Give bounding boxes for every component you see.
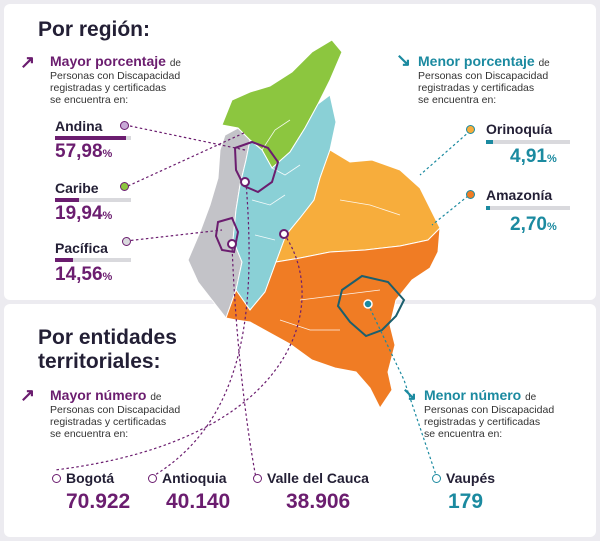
desc-line: Personas con Discapacidad bbox=[418, 70, 549, 82]
region-menor-desc: Personas con Discapacidad registradas y … bbox=[418, 70, 548, 106]
leader-caribe bbox=[127, 131, 247, 187]
andina-unit: % bbox=[102, 148, 113, 160]
leader-valle bbox=[231, 243, 257, 479]
region-title: Por región: bbox=[38, 18, 151, 41]
desc-line: Personas con Discapacidad bbox=[50, 404, 181, 416]
desc-line: registradas y certificadas bbox=[50, 82, 167, 94]
orinoquia-bar bbox=[486, 140, 570, 144]
valle-value: 38.906 bbox=[286, 490, 351, 513]
entities-title: Por entidades territoriales: bbox=[38, 326, 177, 374]
desc-line: se encuentra en: bbox=[50, 428, 129, 440]
amazonia-label: Amazonía bbox=[486, 187, 553, 203]
pacifica-marker bbox=[122, 237, 131, 246]
orinoquia-value: 4,91% bbox=[510, 147, 557, 169]
orinoquia-number: 4,91 bbox=[510, 146, 547, 167]
leader-orinoquia bbox=[419, 130, 471, 176]
bogota-marker bbox=[52, 474, 61, 483]
orinoquia-unit: % bbox=[546, 153, 557, 165]
valle-label: Valle del Cauca bbox=[267, 470, 369, 486]
valle-marker bbox=[253, 474, 262, 483]
orinoquia-marker bbox=[466, 125, 475, 134]
caribe-value: 19,94% bbox=[55, 204, 112, 226]
andina-label: Andina bbox=[55, 118, 103, 134]
region-menor-heading: Menor porcentaje de bbox=[418, 54, 550, 71]
trend-down-icon: ↘ bbox=[402, 384, 418, 404]
vaupes-value: 179 bbox=[448, 490, 484, 513]
andina-value: 57,98% bbox=[55, 142, 112, 164]
region-mayor-heading: Mayor porcentaje de bbox=[50, 54, 181, 71]
map-markers bbox=[227, 177, 373, 309]
region-mayor-lead-rest: de bbox=[169, 58, 181, 69]
vaupes-outline bbox=[336, 274, 406, 338]
pacifica-number: 14,56 bbox=[55, 264, 103, 285]
pacifica-bar bbox=[55, 258, 131, 262]
desc-line: registradas y certificadas bbox=[424, 416, 541, 428]
caribe-unit: % bbox=[102, 210, 113, 222]
antioquia-label: Antioquia bbox=[162, 470, 227, 486]
caribe-marker bbox=[120, 182, 129, 191]
desc-line: Personas con Discapacidad bbox=[50, 70, 181, 82]
leader-amazonia bbox=[431, 195, 469, 226]
andina-number: 57,98 bbox=[55, 141, 103, 162]
trend-down-icon: ↘ bbox=[396, 50, 412, 70]
entities-mayor-lead: Mayor número bbox=[50, 387, 147, 403]
andina-bar bbox=[55, 136, 131, 140]
valle-outline bbox=[214, 216, 240, 254]
pacifica-label: Pacífica bbox=[55, 240, 108, 256]
pacifica-unit: % bbox=[102, 271, 113, 283]
antioquia-outline bbox=[233, 140, 280, 194]
caribe-bar bbox=[55, 198, 131, 202]
region-amazonia bbox=[225, 226, 441, 409]
entities-menor-lead: Menor número bbox=[424, 387, 522, 403]
desc-line: Personas con Discapacidad bbox=[424, 404, 555, 416]
leader-pacifica bbox=[125, 229, 223, 242]
entities-menor-lead-rest: de bbox=[525, 392, 537, 403]
vaupes-label: Vaupés bbox=[446, 470, 496, 486]
orinoquia-label: Orinoquía bbox=[486, 121, 553, 137]
caribe-label: Caribe bbox=[55, 180, 99, 196]
vaupes-marker bbox=[432, 474, 441, 483]
entities-title-line2: territoriales: bbox=[38, 350, 161, 373]
desc-line: registradas y certificadas bbox=[418, 82, 535, 94]
desc-line: registradas y certificadas bbox=[50, 416, 167, 428]
bogota-label: Bogotá bbox=[66, 470, 115, 486]
entities-menor-heading: Menor número de bbox=[424, 388, 536, 405]
antioquia-marker bbox=[148, 474, 157, 483]
leader-antioquia bbox=[149, 181, 250, 479]
andina-marker bbox=[120, 121, 129, 130]
region-menor-lead: Menor porcentaje bbox=[418, 53, 535, 69]
caribe-number: 19,94 bbox=[55, 203, 103, 224]
entities-menor-desc: Personas con Discapacidad registradas y … bbox=[424, 404, 554, 440]
pacifica-value: 14,56% bbox=[55, 265, 112, 287]
leader-vaupes bbox=[367, 303, 437, 476]
trend-up-icon: ↗ bbox=[20, 52, 36, 72]
region-mayor-lead: Mayor porcentaje bbox=[50, 53, 166, 69]
region-mayor-desc: Personas con Discapacidad registradas y … bbox=[50, 70, 180, 106]
desc-line: se encuentra en: bbox=[418, 94, 497, 106]
antioquia-value: 40.140 bbox=[166, 490, 231, 513]
region-menor-lead-rest: de bbox=[538, 58, 550, 69]
entities-mayor-heading: Mayor número de bbox=[50, 388, 161, 405]
amazonia-bar bbox=[486, 206, 570, 210]
amazonia-marker bbox=[466, 190, 475, 199]
entities-mayor-lead-rest: de bbox=[150, 392, 162, 403]
amazonia-value: 2,70% bbox=[510, 215, 557, 237]
bogota-value: 70.922 bbox=[66, 490, 131, 513]
desc-line: se encuentra en: bbox=[50, 94, 129, 106]
entities-mayor-desc: Personas con Discapacidad registradas y … bbox=[50, 404, 180, 440]
amazonia-unit: % bbox=[546, 221, 557, 233]
trend-up-icon: ↗ bbox=[20, 385, 36, 405]
entities-title-line1: Por entidades bbox=[38, 326, 177, 349]
desc-line: se encuentra en: bbox=[424, 428, 503, 440]
amazonia-number: 2,70 bbox=[510, 214, 547, 235]
